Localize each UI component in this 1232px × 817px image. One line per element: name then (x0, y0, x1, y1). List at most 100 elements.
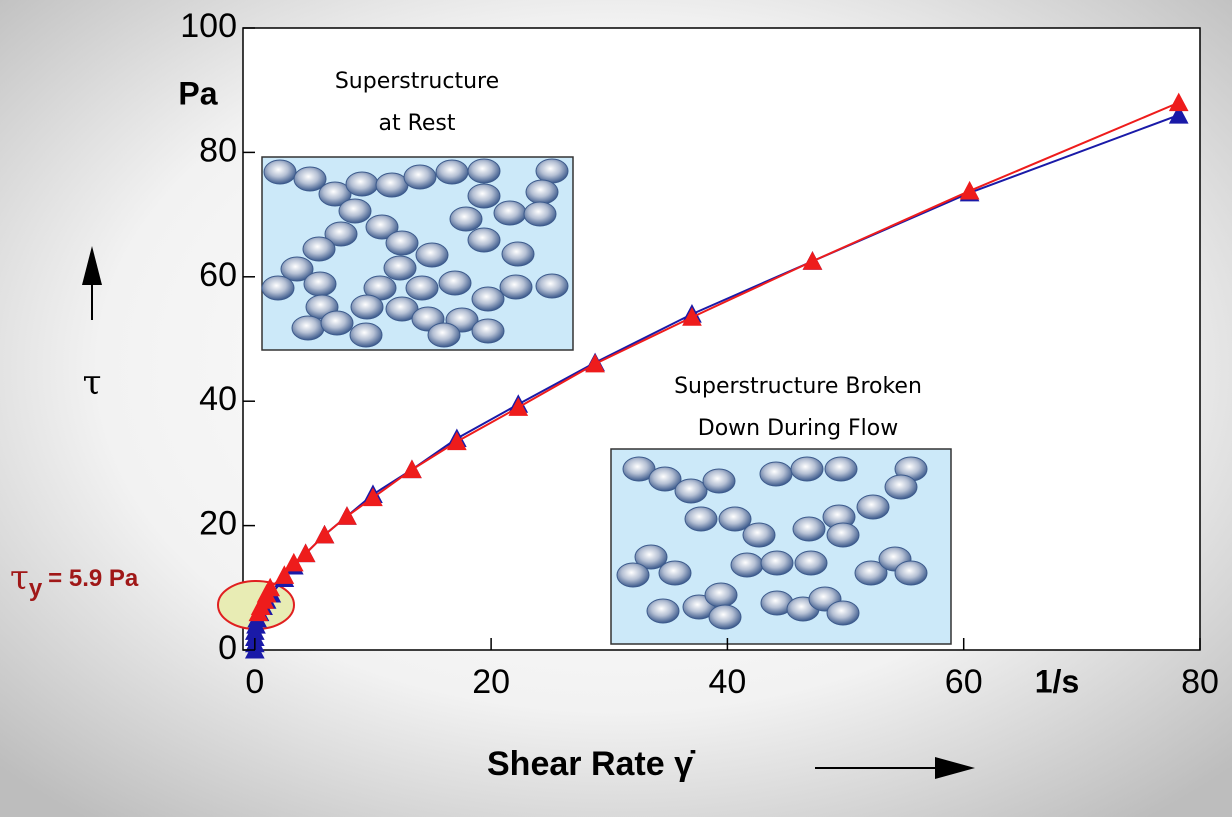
particle (794, 550, 828, 576)
particle (499, 274, 533, 300)
particle (760, 550, 794, 576)
x-arrow-head (935, 757, 975, 779)
particle (435, 159, 469, 185)
particle (467, 158, 501, 184)
particle (634, 544, 668, 570)
particle (790, 456, 824, 482)
x-tick-label: 0 (245, 663, 264, 701)
data-point (274, 565, 295, 584)
particle (525, 179, 559, 205)
y-tick-label: 40 (199, 380, 237, 418)
particle (320, 310, 354, 336)
data-point (802, 251, 823, 270)
data-point (959, 180, 980, 200)
x-tick-label: 60 (945, 663, 983, 701)
particle (345, 171, 379, 197)
inset-caption: Down During Flow (698, 416, 899, 441)
data-point (260, 577, 281, 597)
particle (674, 478, 708, 504)
particle (349, 322, 383, 348)
particle (350, 294, 384, 320)
particle (718, 506, 752, 532)
data-point (283, 552, 304, 572)
particle (403, 164, 437, 190)
particle (616, 562, 650, 588)
particle (523, 201, 557, 227)
particle (856, 494, 890, 520)
particle (792, 516, 826, 542)
particle (702, 468, 736, 494)
y-tick-label: 100 (180, 7, 237, 45)
particle (742, 522, 776, 548)
particle (535, 273, 569, 299)
particle (535, 158, 569, 184)
particle (303, 271, 337, 297)
y-tick-label: 0 (218, 629, 237, 667)
particle (263, 159, 297, 185)
y-arrow-head (82, 246, 102, 285)
particle (826, 600, 860, 626)
y-label: τ (83, 363, 102, 403)
particle (365, 214, 399, 240)
data-point (295, 543, 316, 563)
inset-caption: Superstructure (335, 69, 499, 94)
data-point (585, 353, 605, 373)
particle (648, 466, 682, 492)
particle (385, 296, 419, 322)
particle (704, 582, 738, 608)
particle (383, 255, 417, 281)
particle (658, 560, 692, 586)
yield-symbol: τ (10, 558, 29, 598)
particle (501, 241, 535, 267)
particle (324, 221, 358, 247)
particle (708, 604, 742, 630)
data-point (337, 506, 357, 525)
particle (684, 506, 718, 532)
particle (375, 172, 409, 198)
particle (884, 474, 918, 500)
particle (405, 275, 439, 301)
yield-label: τy = 5.9 Pa (10, 558, 139, 602)
data-point (1168, 92, 1189, 112)
particle (730, 552, 764, 578)
yield-value: = 5.9 Pa (48, 565, 139, 592)
particle (759, 461, 793, 487)
y-tick-label: 20 (199, 505, 237, 543)
particle (449, 206, 483, 232)
data-point (508, 397, 529, 416)
particle (471, 318, 505, 344)
particle (894, 560, 928, 586)
x-unit: 1/s (1035, 663, 1079, 699)
x-tick-label: 80 (1181, 663, 1219, 701)
particle (854, 560, 888, 586)
particle (824, 456, 858, 482)
particle (302, 236, 336, 262)
particle (622, 456, 656, 482)
particle (261, 275, 295, 301)
data-point (447, 431, 467, 451)
yield-subscript: y (29, 575, 43, 602)
particle (826, 522, 860, 548)
particle (467, 183, 501, 209)
data-point (314, 524, 335, 544)
data-point (363, 487, 383, 507)
data-point (1168, 105, 1189, 124)
inset-caption: Superstructure Broken (674, 374, 922, 399)
inset-caption: at Rest (378, 111, 455, 136)
data-point (682, 307, 702, 326)
particle (293, 166, 327, 192)
particle (280, 256, 314, 282)
particle (471, 286, 505, 312)
y-tick-label: 80 (199, 131, 237, 169)
y-tick-label: 60 (199, 256, 237, 294)
x-label: Shear Rate γ̇ (487, 745, 696, 783)
particle (646, 598, 680, 624)
particle (338, 198, 372, 224)
particle (427, 322, 461, 348)
particle (467, 227, 501, 253)
x-tick-label: 20 (472, 663, 510, 701)
x-tick-label: 40 (708, 663, 746, 701)
particle (415, 242, 449, 268)
